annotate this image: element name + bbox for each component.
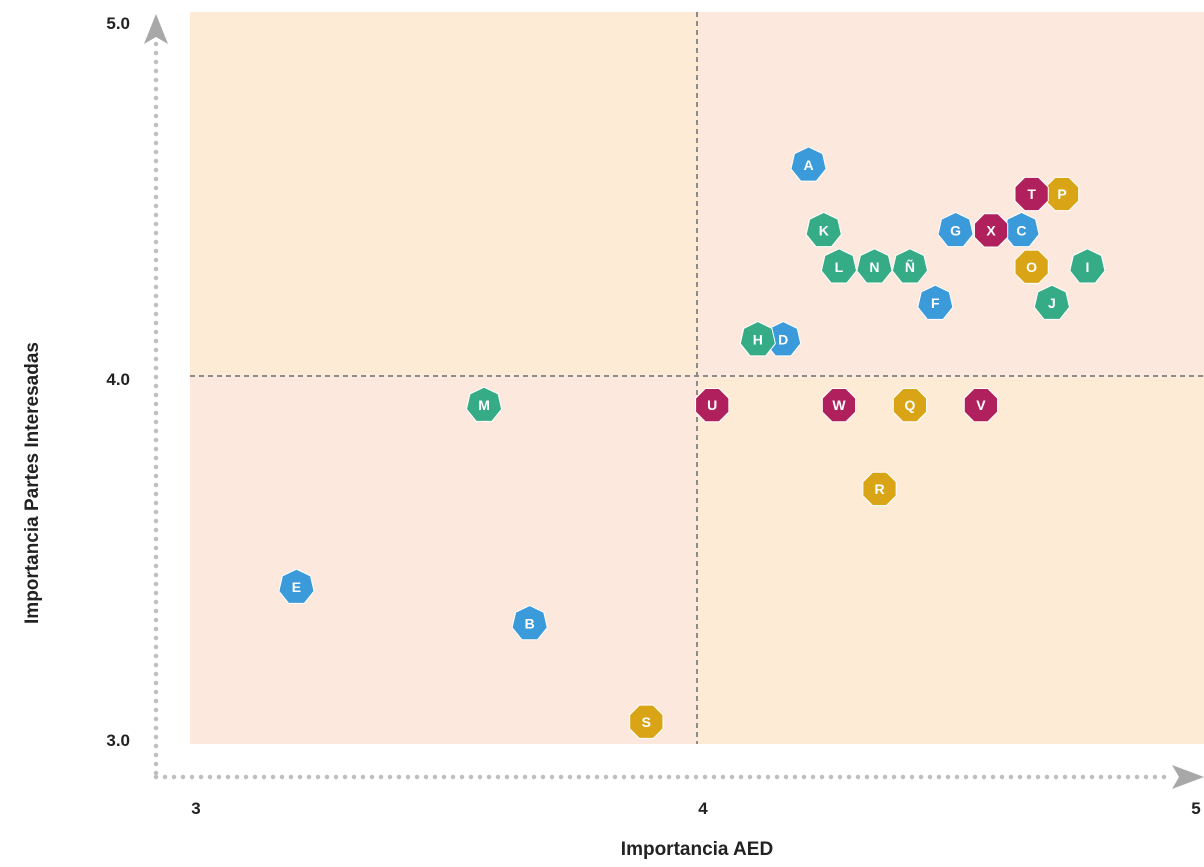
point-label: P	[1057, 186, 1066, 202]
data-point-Q: Q	[892, 387, 928, 423]
point-label: Ñ	[905, 258, 915, 275]
y-tick-label: 4.0	[106, 370, 130, 389]
point-marker	[1033, 284, 1070, 320]
data-point-O: O	[1014, 249, 1049, 284]
point-label: R	[874, 481, 884, 497]
point-label: K	[819, 222, 829, 238]
data-point-X: X	[973, 213, 1009, 248]
x-axis-arrow-icon	[1172, 765, 1204, 789]
data-point-F: F	[917, 284, 954, 320]
point-label: B	[525, 616, 535, 632]
point-label: S	[642, 714, 651, 730]
quadrant-lower-right	[697, 376, 1204, 744]
point-label: Q	[904, 397, 915, 413]
point-marker	[891, 248, 929, 284]
point-marker	[892, 387, 928, 423]
point-marker	[973, 213, 1009, 248]
threshold-lines	[190, 12, 1204, 744]
data-point-E: E	[278, 568, 315, 604]
point-marker	[820, 248, 858, 284]
quadrant-upper-right	[697, 12, 1204, 376]
data-point-H: H	[739, 321, 776, 357]
point-label: O	[1026, 259, 1037, 275]
data-point-T: T	[1014, 176, 1049, 212]
point-marker	[278, 568, 315, 604]
point-label: I	[1085, 259, 1089, 275]
data-point-A: A	[790, 146, 827, 182]
data-point-Ñ: Ñ	[891, 248, 929, 284]
point-marker	[1014, 176, 1049, 212]
point-marker	[862, 471, 897, 506]
point-marker	[1003, 211, 1040, 248]
data-point-W: W	[821, 387, 857, 423]
y-tick-label: 3.0	[106, 731, 130, 750]
point-label: X	[986, 222, 996, 238]
data-point-K: K	[805, 211, 842, 248]
point-label: T	[1027, 186, 1036, 202]
point-marker	[856, 248, 893, 284]
point-label: F	[931, 295, 940, 311]
data-point-S: S	[629, 704, 664, 739]
x-tick-label: 5	[1191, 799, 1200, 818]
x-axis-title: Importancia AED	[621, 839, 773, 860]
data-points: A B C D E F G H I J K L M N Ñ O P Q R S T U V W X	[278, 146, 1106, 739]
point-marker	[963, 387, 999, 423]
point-label: J	[1048, 295, 1056, 311]
data-point-M: M	[465, 386, 503, 422]
quadrant-lower-left	[190, 376, 697, 744]
x-tick-label: 3	[191, 799, 200, 818]
point-label: W	[832, 397, 846, 413]
y-axis-arrow-icon	[144, 14, 168, 44]
point-label: E	[292, 579, 301, 595]
quadrant-backgrounds	[190, 12, 1204, 744]
y-axis-title: Importancia Partes Interesadas	[22, 342, 43, 624]
quadrant-upper-left	[190, 12, 697, 376]
point-marker	[739, 321, 776, 357]
data-point-L: L	[820, 248, 858, 284]
point-marker	[917, 284, 954, 320]
point-label: L	[835, 259, 844, 275]
point-label: A	[803, 157, 813, 173]
tick-labels: 3 4 5 3.0 4.0 5.0	[106, 14, 1200, 818]
point-marker	[821, 387, 857, 423]
data-point-B: B	[511, 604, 548, 641]
data-point-P: P	[1044, 176, 1080, 212]
point-label: V	[976, 397, 986, 413]
data-point-I: I	[1069, 248, 1106, 284]
point-marker	[1069, 248, 1106, 284]
axes	[144, 14, 1204, 789]
point-marker	[805, 211, 842, 248]
point-label: M	[478, 397, 490, 413]
point-marker	[511, 604, 548, 641]
point-label: D	[778, 332, 788, 348]
point-marker	[465, 386, 503, 422]
data-point-V: V	[963, 387, 999, 423]
x-tick-label: 4	[698, 799, 708, 818]
point-marker	[629, 704, 664, 739]
point-marker	[790, 146, 827, 182]
y-tick-label: 5.0	[106, 14, 130, 33]
data-point-N: N	[856, 248, 893, 284]
point-label: N	[869, 259, 879, 275]
point-marker	[937, 211, 974, 248]
data-point-G: G	[937, 211, 974, 248]
point-label: H	[753, 332, 763, 348]
data-point-C: C	[1003, 211, 1040, 248]
point-label: U	[707, 397, 717, 413]
data-point-J: J	[1033, 284, 1070, 320]
point-marker	[695, 387, 730, 423]
data-point-U: U	[695, 387, 730, 423]
data-point-R: R	[862, 471, 897, 506]
point-label: G	[950, 222, 961, 238]
point-marker	[1014, 249, 1049, 284]
point-label: C	[1016, 222, 1026, 238]
